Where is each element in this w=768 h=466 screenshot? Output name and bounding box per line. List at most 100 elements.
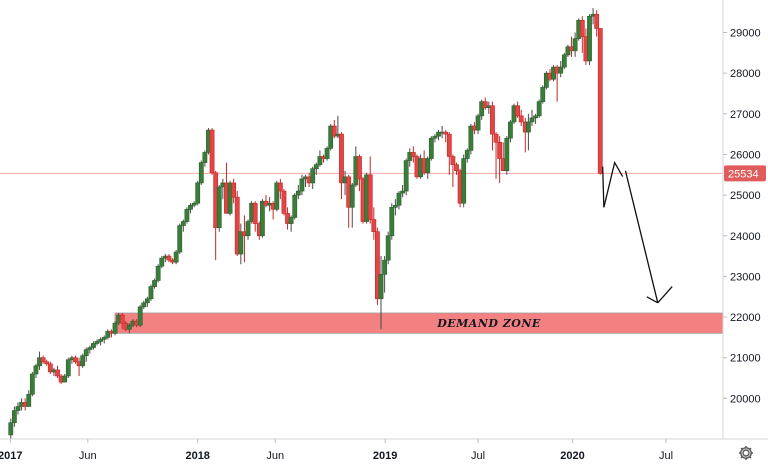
candle-up [274, 182, 280, 210]
candle-down [490, 105, 495, 135]
candle-up [317, 156, 323, 165]
candle-up [378, 274, 384, 300]
candle-up [91, 343, 96, 348]
candle-up [227, 182, 233, 214]
x-tick-label: Jun [266, 450, 284, 462]
candle-up [529, 117, 535, 123]
candle-down [375, 231, 380, 300]
gear-icon [739, 446, 753, 460]
candle-up [33, 365, 39, 375]
candle-down [40, 357, 46, 363]
candle-up [468, 125, 474, 151]
candle-up [464, 150, 470, 159]
candle-up [324, 148, 330, 159]
settings-button[interactable] [739, 446, 753, 460]
candle-up [425, 158, 431, 174]
candle-down [252, 202, 258, 224]
candle-up [8, 422, 14, 436]
candle-down [281, 190, 287, 214]
candle-down [597, 28, 603, 174]
candle-down [446, 133, 452, 157]
candle-down [119, 314, 125, 324]
candle-up [396, 192, 402, 206]
candle-up [587, 15, 592, 62]
candle-up [180, 221, 186, 226]
y-tick-label: 20000 [730, 393, 761, 405]
y-tick-label: 28000 [730, 68, 761, 80]
candle-up [536, 101, 542, 117]
candle-up [238, 231, 244, 255]
candle-down [594, 13, 600, 29]
projection-wave-tail [602, 166, 605, 208]
candle-down [579, 20, 585, 37]
candle-up [385, 235, 391, 261]
y-tick-label: 29000 [730, 28, 761, 40]
candle-up [29, 373, 35, 395]
x-tick-label: 2019 [373, 450, 397, 462]
x-tick-label: Jun [79, 450, 97, 462]
candle-down [339, 133, 344, 184]
candle-up [558, 66, 564, 74]
x-tick-label: Jul [471, 450, 485, 462]
candle-up [349, 184, 355, 208]
candle-down [443, 131, 449, 135]
candle-up [400, 190, 405, 194]
candle-up [295, 190, 301, 196]
candle-down [410, 152, 416, 157]
candle-up [152, 280, 157, 287]
candle-up [94, 341, 100, 344]
candle-up [26, 393, 32, 407]
candle-up [191, 202, 197, 206]
candle-up [195, 182, 201, 204]
y-axis-ticks: 20000 21000 22000 23000 24000 25000 26000 27000… [723, 28, 761, 405]
candle-down [518, 115, 524, 123]
candle-up [87, 347, 93, 350]
candle-up [188, 204, 193, 210]
candle-up [144, 298, 150, 304]
candle-up [328, 125, 334, 149]
x-tick-label: Jul [659, 450, 673, 462]
y-tick-label: 24000 [730, 231, 761, 243]
candle-up [184, 209, 190, 222]
candle-up [403, 160, 409, 192]
projection-wave [603, 160, 624, 208]
candle-up [177, 225, 183, 253]
x-tick-label: 2020 [560, 450, 584, 462]
candle-up [127, 324, 132, 330]
candle-up [137, 306, 143, 326]
candle-up [259, 200, 265, 237]
candle-up [382, 259, 388, 275]
candle-up [313, 164, 319, 169]
candle-down [450, 156, 456, 165]
candle-up [543, 72, 549, 88]
demand-zone: DEMAND ZONE [114, 312, 724, 334]
candle-up [479, 101, 485, 117]
candle-up [436, 131, 441, 137]
projection-arrowhead-left [646, 296, 659, 304]
candle-up [148, 286, 154, 300]
candle-up [80, 355, 86, 367]
candle-up [65, 359, 71, 377]
candle-up [572, 38, 578, 52]
candle-up [475, 115, 481, 131]
candle-down [331, 125, 337, 137]
candle-down [493, 133, 499, 143]
candle-up [105, 330, 111, 338]
projection-down-leg [624, 170, 659, 303]
demand-zone-rect [114, 312, 724, 334]
candle-down [47, 363, 53, 373]
candle-up [62, 375, 68, 383]
candle-up [112, 322, 118, 334]
candle-up [216, 186, 222, 228]
candle-down [55, 369, 60, 377]
candle-down [234, 196, 240, 255]
candle-up [292, 194, 298, 218]
y-tick-label: 22000 [730, 312, 761, 324]
y-tick-label: 21000 [730, 353, 761, 365]
y-tick-label: 25000 [730, 190, 761, 202]
candle-up [540, 87, 546, 102]
candle-down [166, 255, 172, 261]
